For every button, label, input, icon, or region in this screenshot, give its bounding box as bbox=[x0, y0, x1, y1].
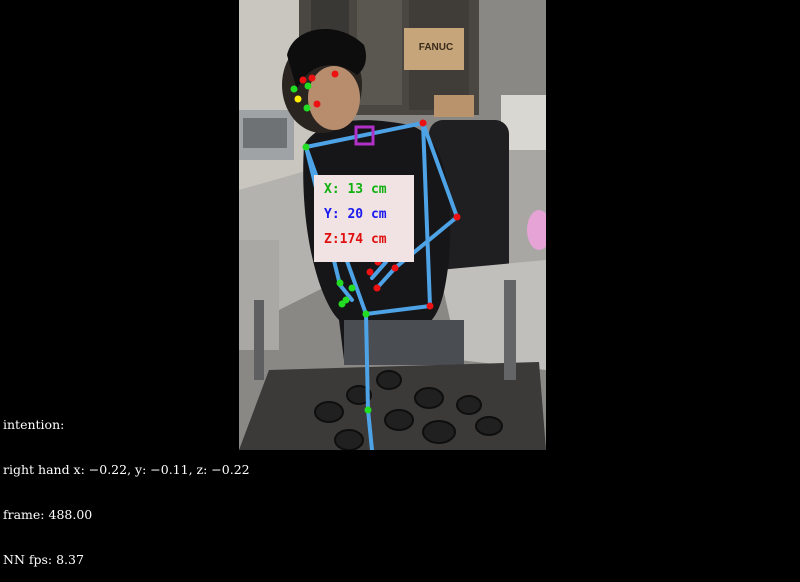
intention-label: intention: bbox=[3, 417, 65, 432]
coordinate-z: Z:174 cm bbox=[324, 232, 387, 247]
fps-readout: NN fps: 8.37 bbox=[3, 552, 84, 567]
coordinate-readout: X: 13 cm Y: 20 cm Z:174 cm bbox=[314, 175, 414, 262]
right-hand-readout: right hand x: −0.22, y: −0.11, z: −0.22 bbox=[3, 462, 250, 477]
fanuc-box-label: FANUC bbox=[418, 42, 454, 53]
coordinate-x: X: 13 cm bbox=[324, 182, 387, 197]
coordinate-y: Y: 20 cm bbox=[324, 207, 387, 222]
status-overlay: intention: right hand x: −0.22, y: −0.11… bbox=[3, 387, 250, 582]
frame-counter: frame: 488.00 bbox=[3, 507, 93, 522]
